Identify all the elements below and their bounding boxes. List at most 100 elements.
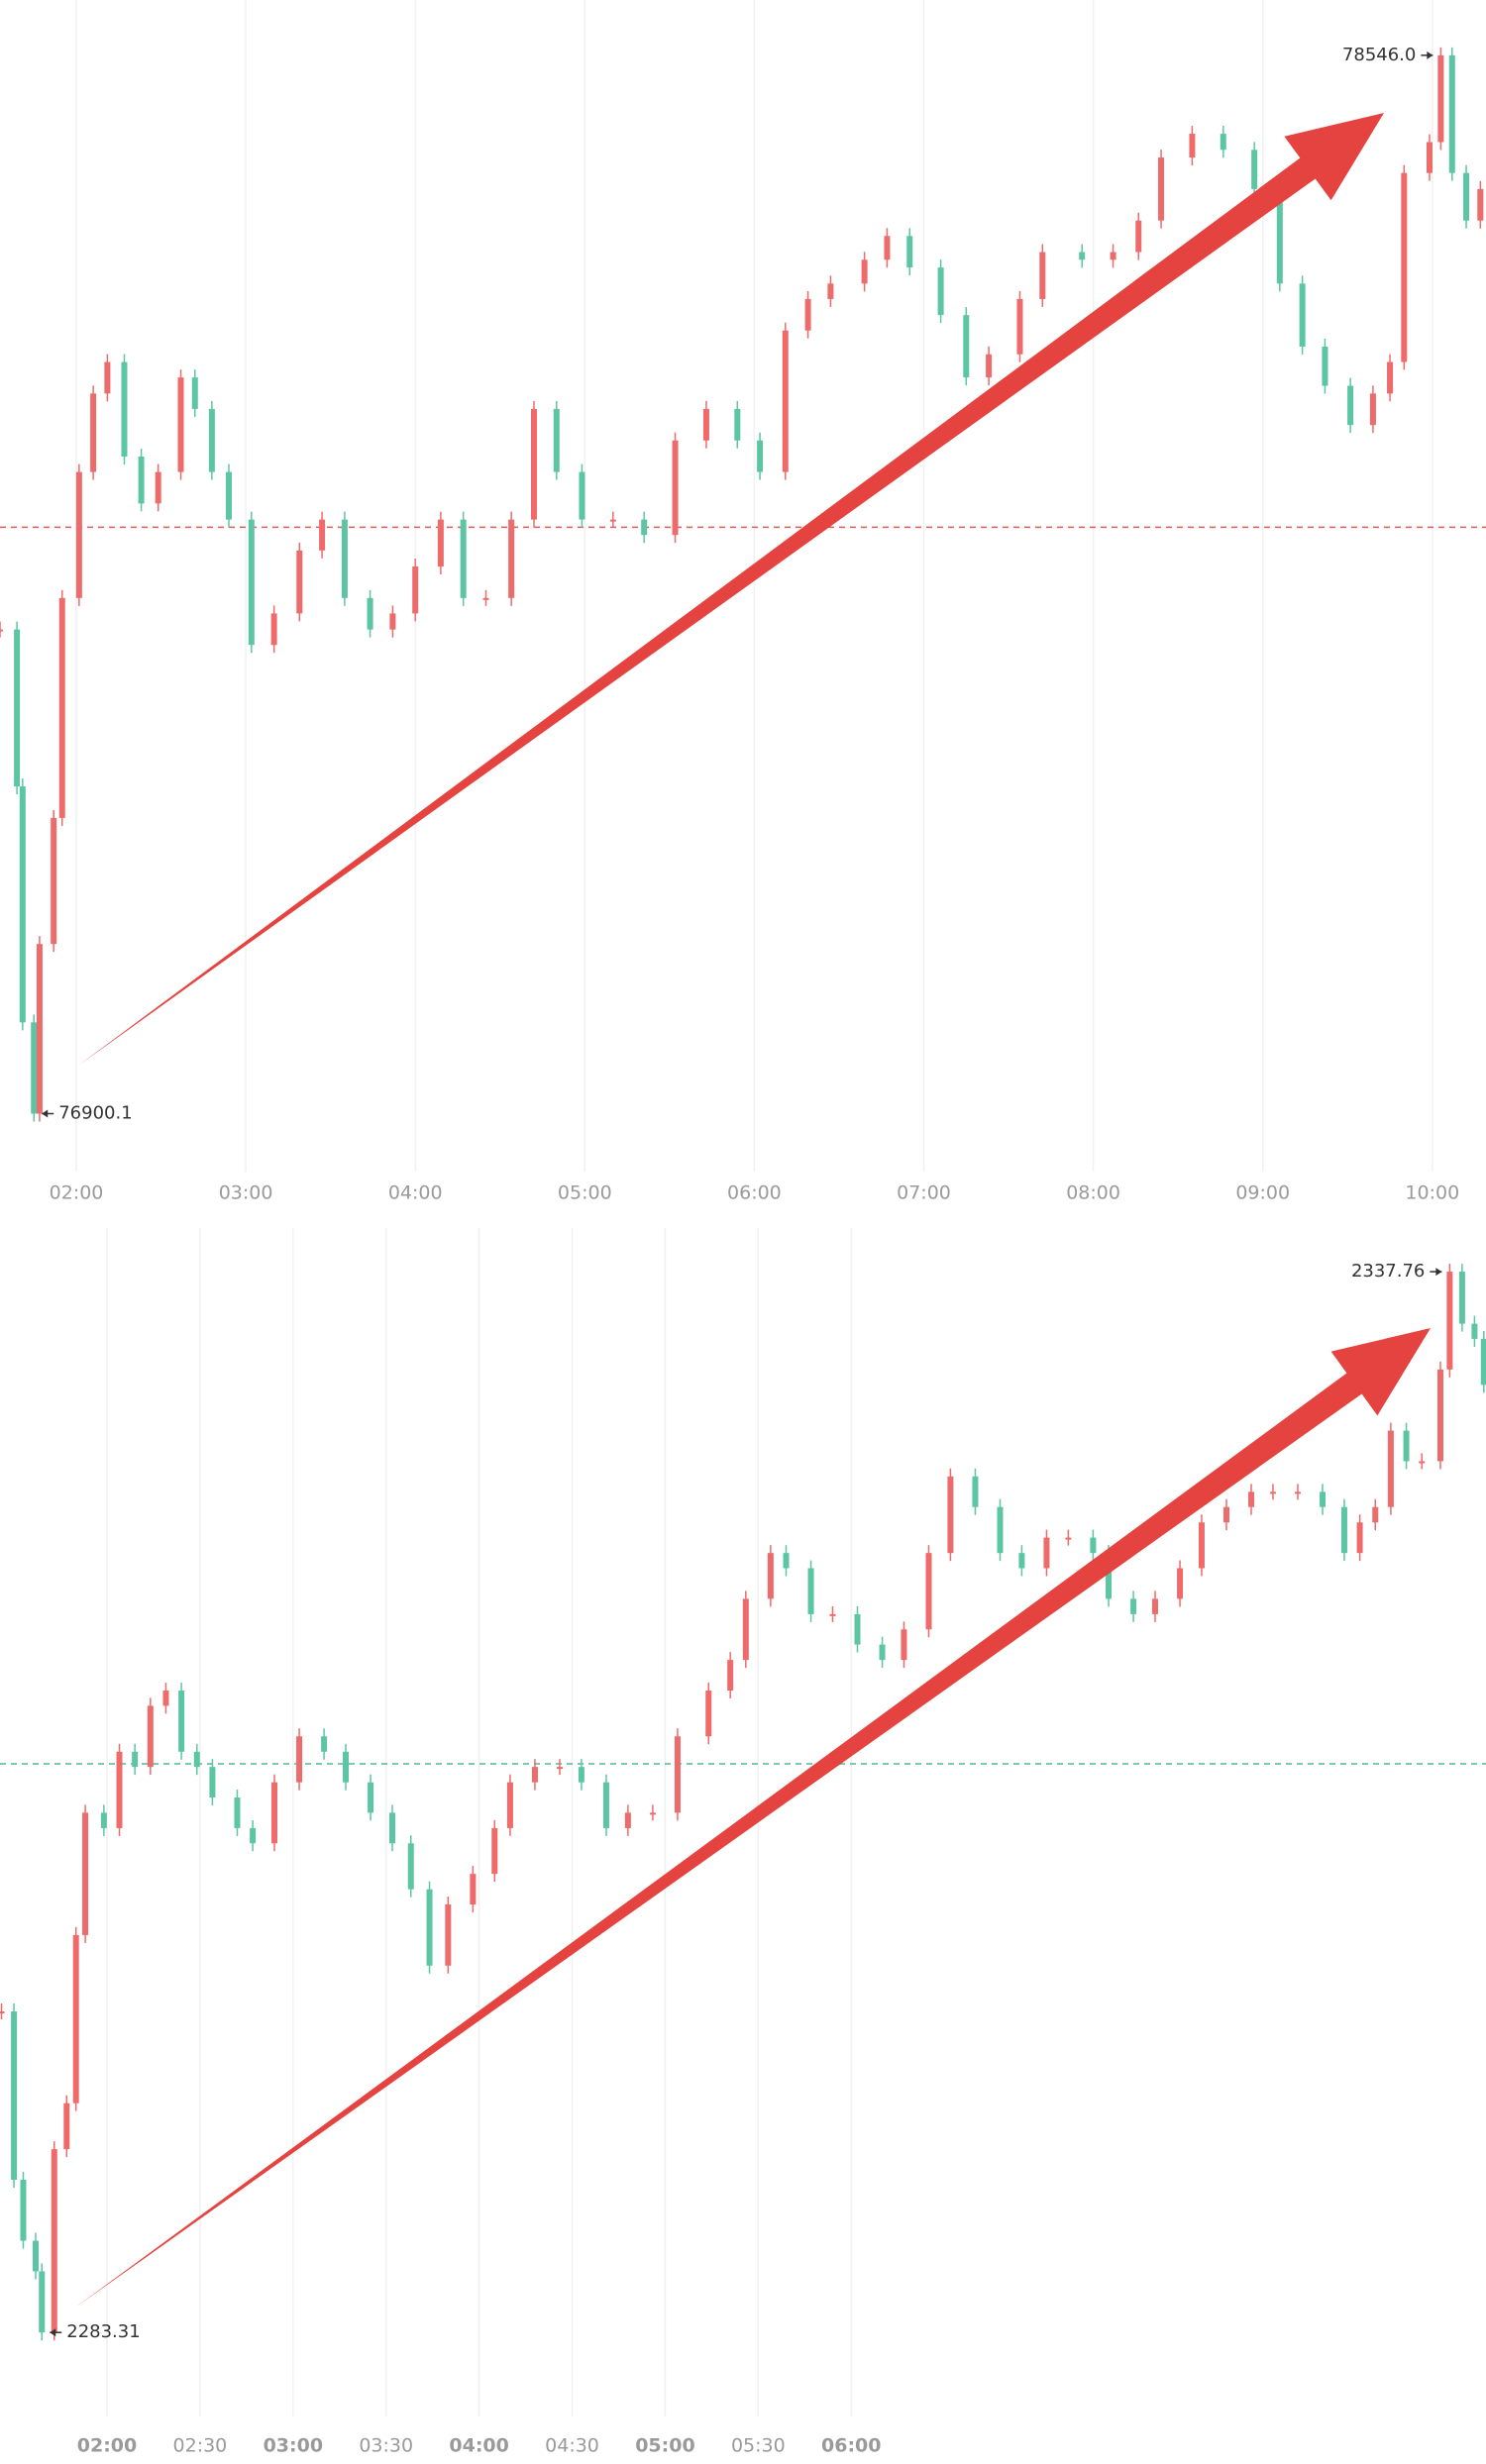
annotation-label: 2337.76 [1351,1261,1425,1282]
candle-body [0,629,3,632]
candle-body [579,471,585,520]
candle-body [1079,252,1086,260]
candle-body [734,408,741,441]
candle-body [963,315,970,378]
candle-body [1322,346,1328,386]
x-tick-label: 08:00 [1066,1182,1120,1204]
candle-body [271,1782,278,1844]
candle-body [250,1827,257,1844]
candle-body [901,1629,907,1661]
candle-body [986,354,993,378]
candle-body [1220,134,1226,151]
x-tick-label: 09:00 [1235,1182,1290,1204]
candle-body [116,1751,123,1828]
candle-body [1356,1522,1363,1554]
x-tick-label: 02:30 [173,2435,228,2457]
candle-body [177,377,184,472]
candle-body [1477,188,1484,221]
candle-body [20,2179,27,2241]
candle-body [1223,1506,1230,1523]
candle-body [162,1691,169,1706]
candle-body [829,1613,836,1616]
annotation-arrowhead [42,1109,49,1118]
candle-body [90,393,97,472]
candle-body [389,613,396,630]
candle-body [1090,1537,1097,1554]
annotation-arrowhead [1435,1268,1442,1277]
candle-body [1463,172,1470,221]
candle-body [407,1843,414,1890]
candle-body [191,377,198,409]
candle-body [1106,1553,1113,1599]
candle-body [1403,1430,1410,1462]
candle-body [674,1736,681,1813]
x-tick-label: 10:00 [1405,1182,1459,1204]
candle-body [234,1797,241,1828]
candle-body [426,1889,433,1966]
candle-body [1130,1598,1137,1614]
candle-body [807,1568,814,1614]
candle-body [1177,1568,1184,1599]
candle-body [804,298,811,331]
candle-body [178,1691,185,1752]
candle-body [827,283,834,299]
candle-body [997,1506,1004,1554]
candle-body [296,550,303,614]
candle-body [1401,172,1408,362]
candle-body [1043,1537,1050,1569]
candle-body [470,1874,477,1905]
candle-body [368,1782,374,1813]
candle-body [1446,1272,1453,1370]
candle-body [138,456,145,504]
candle-body [602,1782,609,1828]
candle-body [11,2011,18,2180]
candle-body [1135,220,1142,253]
candle-body [854,1613,861,1645]
candle-body [208,408,215,472]
annotation-label: 76900.1 [58,1102,132,1123]
candle-body [727,1660,734,1692]
candle-body [1436,1369,1443,1462]
candle-body [321,1736,328,1752]
x-tick-label: 04:00 [449,2435,508,2457]
annotation-arrowhead [50,2328,56,2337]
candle-body [553,408,560,472]
candle-body [491,1827,498,1875]
candle-body [72,1934,79,2104]
candle-body [209,1767,216,1798]
x-tick-label: 03:00 [264,2435,323,2457]
candle-body [1016,298,1023,355]
candle-body [104,361,111,394]
trend-arrow [78,113,1384,1066]
candle-body [1189,134,1196,158]
candle-body [1251,150,1258,189]
candle-body [1039,252,1046,299]
candle-body [343,1751,350,1783]
candle-body [782,330,789,472]
candle-body [937,267,944,316]
candle-body [1276,188,1283,284]
candle-body [531,1767,538,1783]
candle-body [14,629,21,787]
x-tick-label: 07:00 [897,1182,951,1204]
candle-body [861,259,868,284]
x-tick-label: 03:00 [219,1182,273,1204]
candle-body [1448,54,1455,173]
candle-body [100,1812,107,1828]
candle-body [1299,283,1306,347]
candle-body [506,1782,513,1828]
candle-body [51,817,57,945]
candle-body [1320,1491,1327,1507]
candle-body [1294,1491,1301,1494]
candle-body [1018,1553,1025,1569]
candle-body [58,597,65,818]
candle-body [482,597,489,600]
candle-body [1471,1323,1478,1339]
candle-body [1480,1338,1486,1386]
candle-body [672,440,679,536]
candle-body [31,1022,38,1114]
candle-body [1426,142,1433,173]
candle-body [1419,1461,1426,1464]
